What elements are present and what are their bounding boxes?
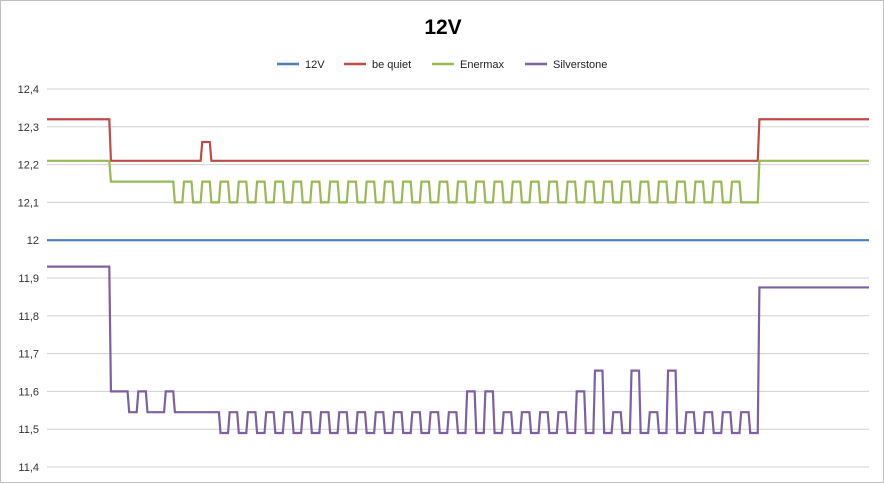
legend-entry: be quiet	[372, 59, 411, 71]
y-tick-label: 11,4	[18, 462, 39, 474]
y-tick-label: 12,4	[18, 84, 39, 96]
y-tick-label: 11,7	[18, 349, 39, 361]
series-lines	[47, 118, 869, 435]
y-tick-label: 12,3	[18, 122, 39, 134]
legend-entry: Silverstone	[553, 59, 607, 71]
y-tick-label: 11,6	[18, 386, 39, 398]
series-line	[47, 265, 869, 435]
legend-entry: 12V	[305, 59, 325, 71]
gridlines	[47, 88, 869, 468]
series-line	[47, 118, 869, 162]
y-tick-label: 12,2	[18, 160, 39, 172]
chart-title: 12V	[424, 16, 461, 39]
legend-entry: Enermax	[460, 59, 505, 71]
y-tick-label: 11,5	[18, 424, 39, 436]
series-line	[47, 159, 869, 204]
legend: 12V be quiet Enermax Silverstone	[277, 59, 607, 71]
y-tick-label: 12,1	[18, 197, 39, 209]
y-tick-label: 11,8	[18, 311, 39, 323]
y-axis-tick-labels: 11,4 11,5 11,6 11,7 11,8 11,9 12 12,1 12,2 12,3 12…	[18, 84, 39, 474]
y-tick-label: 11,9	[18, 273, 39, 285]
y-tick-label: 12	[27, 235, 39, 247]
